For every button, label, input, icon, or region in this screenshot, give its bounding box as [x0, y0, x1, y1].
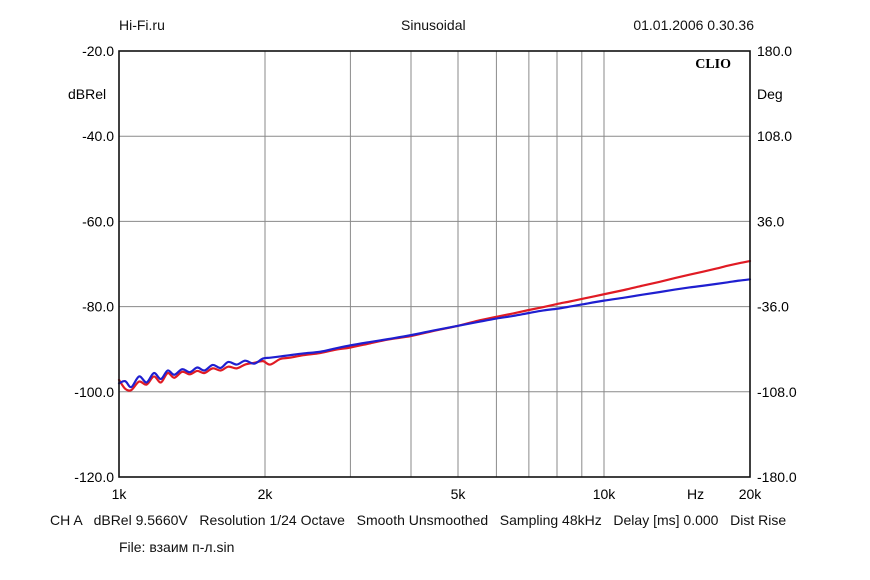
y2-axis-label: Deg: [757, 86, 783, 102]
vertical-grid: [264, 51, 605, 477]
left-axis: -20.0 -40.0 -60.0 -80.0 -100.0 -120.0: [74, 43, 114, 485]
header-app-name: Hi-Fi.ru: [119, 17, 165, 33]
y2-tick-label: 180.0: [757, 43, 792, 59]
y-tick-label: -40.0: [82, 128, 114, 144]
y2-tick-label: -180.0: [757, 469, 797, 485]
y-tick-label: -100.0: [74, 384, 114, 400]
file-name: File: взаим п-л.sin: [119, 539, 235, 555]
y-tick-label: -20.0: [82, 43, 114, 59]
x-tick-label: 2k: [258, 486, 274, 502]
series-layer: [117, 259, 752, 392]
y2-tick-label: -108.0: [757, 384, 797, 400]
measurement-settings-line: CH A dBRel 9.5660V Resolution 1/24 Octav…: [50, 512, 787, 528]
header-timestamp: 01.01.2006 0.30.36: [633, 17, 754, 33]
bottom-axis: 1k 2k 5k 10k 20k: [112, 486, 763, 502]
plot-frame: [118, 50, 751, 478]
y2-tick-label: 108.0: [757, 128, 792, 144]
right-axis: 180.0 108.0 36.0 -36.0 -108.0 -180.0: [757, 43, 797, 485]
clio-logo-text: CLIO: [695, 57, 731, 72]
x-tick-label: 20k: [739, 486, 763, 502]
header-measurement-type: Sinusoidal: [401, 17, 466, 33]
y-tick-label: -80.0: [82, 299, 114, 315]
y-tick-label: -60.0: [82, 213, 114, 229]
y-axis-label: dBRel: [68, 86, 106, 102]
y-tick-label: -120.0: [74, 469, 114, 485]
x-tick-label: 5k: [451, 486, 467, 502]
series-line-blue: [117, 278, 752, 389]
x-tick-label: 10k: [593, 486, 617, 502]
plot-area: [119, 51, 750, 477]
y2-tick-label: 36.0: [757, 213, 784, 229]
horizontal-grid: [119, 135, 750, 393]
x-tick-label: 1k: [112, 486, 128, 502]
y2-tick-label: -36.0: [757, 299, 789, 315]
series-line-red: [117, 259, 752, 392]
x-axis-label: Hz: [687, 486, 704, 502]
